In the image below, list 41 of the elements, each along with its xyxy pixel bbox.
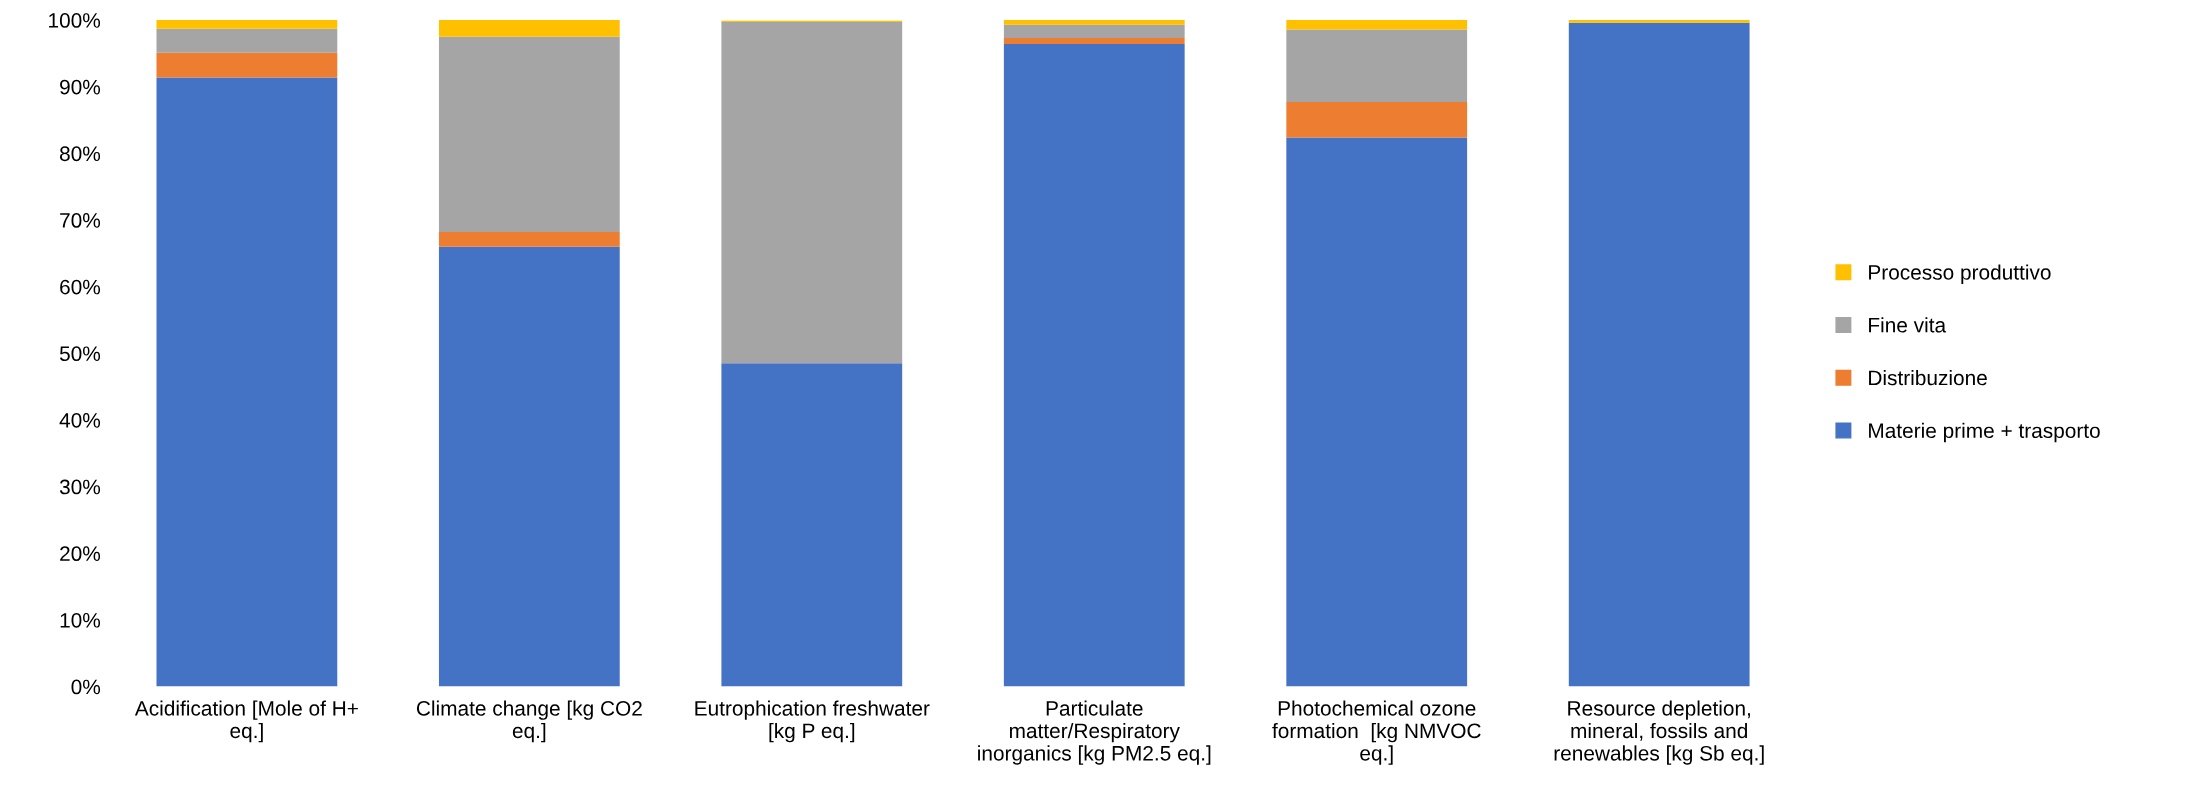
legend-label: Processo produttivo bbox=[1869, 264, 2051, 284]
y-tick-label: 60% bbox=[60, 279, 101, 295]
x-tick-label: Acidification [Mole of H+ eq.] bbox=[134, 700, 358, 743]
x-tick-label: Eutrophication freshwater [kg P eq.] bbox=[695, 700, 930, 743]
bar bbox=[156, 52, 338, 78]
bar bbox=[156, 20, 338, 29]
y-tick-label: 100% bbox=[49, 13, 101, 28]
bar bbox=[156, 28, 338, 53]
bar bbox=[438, 20, 620, 37]
y-tick-label: 20% bbox=[60, 546, 101, 562]
legend-label: Fine vita bbox=[1869, 317, 1947, 333]
y-tick-label: 10% bbox=[60, 612, 101, 628]
legend-label: Distribuzione bbox=[1869, 369, 1987, 386]
bar bbox=[438, 36, 620, 233]
bar bbox=[1568, 20, 1750, 23]
bar bbox=[721, 22, 903, 364]
y-tick-label: 30% bbox=[59, 479, 101, 495]
bar bbox=[1003, 44, 1185, 687]
y-tick-label: 50% bbox=[59, 346, 101, 362]
x-tick-label: Climate change [kg CO2 eq.] bbox=[416, 700, 642, 743]
x-tick-label: Photochemical ozone formation [kg NMVOC eq.] bbox=[1272, 700, 1481, 765]
bar bbox=[1286, 102, 1468, 138]
bar bbox=[1286, 20, 1468, 30]
bar bbox=[438, 232, 620, 247]
bar bbox=[1286, 29, 1468, 103]
legend-label: Materie prime + trasporto bbox=[1869, 422, 2100, 443]
x-tick-label: Particulate matter/Respiratory inorganics [kg PM2.5 eq.] bbox=[978, 700, 1211, 765]
bar bbox=[438, 246, 620, 687]
bar bbox=[1286, 137, 1468, 687]
bar bbox=[1003, 20, 1185, 25]
bar bbox=[156, 77, 338, 687]
bar bbox=[1568, 22, 1750, 687]
bar bbox=[721, 363, 903, 687]
y-tick-label: 0% bbox=[71, 679, 101, 695]
y-tick-label: 70% bbox=[60, 213, 101, 228]
y-tick-label: 80% bbox=[60, 146, 101, 162]
y-tick-label: 90% bbox=[60, 79, 101, 95]
x-tick-label: Resource depletion, mineral, fossils and renewables [kg Sb eq.] bbox=[1554, 700, 1764, 765]
bar bbox=[1003, 38, 1185, 45]
y-tick-label: 40% bbox=[59, 412, 101, 428]
bar bbox=[1003, 24, 1185, 39]
